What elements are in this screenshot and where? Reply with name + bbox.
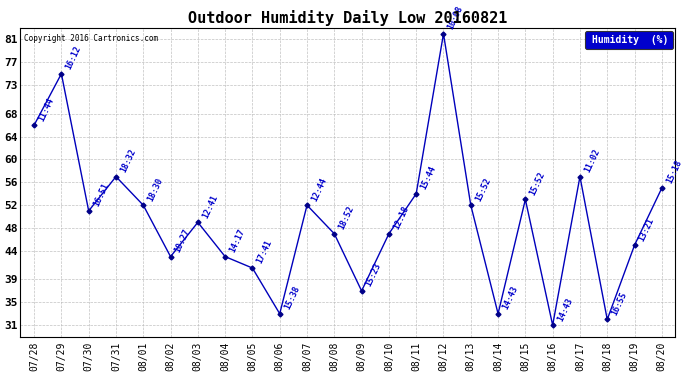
Text: 12:18: 12:18 bbox=[392, 204, 411, 231]
Text: 15:18: 15:18 bbox=[664, 159, 683, 185]
Text: 15:52: 15:52 bbox=[473, 176, 492, 203]
Text: 17:41: 17:41 bbox=[255, 239, 274, 265]
Text: 15:44: 15:44 bbox=[419, 165, 437, 191]
Title: Outdoor Humidity Daily Low 20160821: Outdoor Humidity Daily Low 20160821 bbox=[188, 9, 508, 26]
Text: 10:27: 10:27 bbox=[173, 227, 192, 254]
Text: 18:32: 18:32 bbox=[119, 147, 137, 174]
Text: 11:02: 11:02 bbox=[583, 147, 602, 174]
Text: 14:43: 14:43 bbox=[501, 285, 520, 311]
Text: 18:30: 18:30 bbox=[146, 176, 165, 203]
Text: 15:23: 15:23 bbox=[364, 262, 383, 288]
Text: 15:38: 15:38 bbox=[282, 285, 302, 311]
Text: Copyright 2016 Cartronics.com: Copyright 2016 Cartronics.com bbox=[23, 34, 158, 43]
Legend: Humidity  (%): Humidity (%) bbox=[586, 31, 673, 49]
Text: 14:17: 14:17 bbox=[228, 227, 246, 254]
Text: 14:43: 14:43 bbox=[555, 296, 574, 322]
Text: 18:52: 18:52 bbox=[337, 204, 356, 231]
Text: 13:21: 13:21 bbox=[638, 216, 656, 242]
Text: 12:44: 12:44 bbox=[310, 176, 328, 203]
Text: 16:12: 16:12 bbox=[64, 45, 83, 71]
Text: 16:55: 16:55 bbox=[610, 290, 629, 316]
Text: 15:52: 15:52 bbox=[528, 170, 547, 197]
Text: 16:51: 16:51 bbox=[92, 182, 110, 208]
Text: 10:08: 10:08 bbox=[446, 4, 465, 31]
Text: 11:44: 11:44 bbox=[37, 96, 56, 122]
Text: 12:41: 12:41 bbox=[201, 193, 219, 219]
